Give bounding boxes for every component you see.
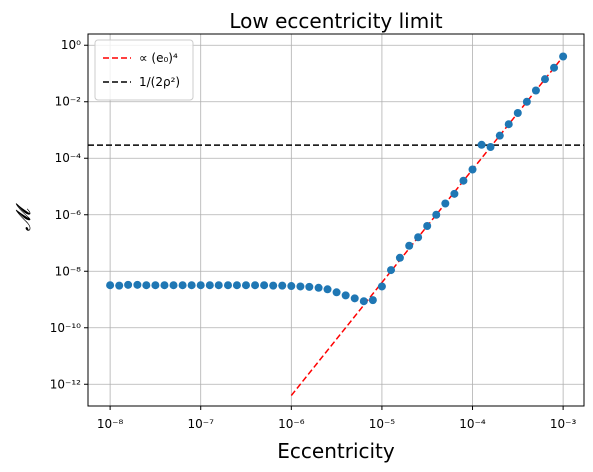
data-point: [187, 281, 196, 290]
legend-label: 1/(2ρ²): [139, 75, 180, 89]
data-point: [305, 282, 314, 291]
plot-frame: [87, 33, 585, 407]
data-point: [459, 176, 468, 185]
data-point: [278, 281, 287, 290]
data-point: [115, 281, 124, 290]
x-tick-label: 10⁻⁸: [97, 417, 124, 431]
data-point: [106, 281, 115, 290]
data-point: [214, 281, 223, 290]
x-tick-label: 10⁻⁶: [278, 417, 305, 431]
data-point: [387, 266, 396, 275]
data-point: [341, 291, 350, 300]
data-point: [405, 241, 414, 250]
data-point: [504, 120, 513, 129]
data-point: [450, 189, 459, 198]
data-point: [142, 281, 151, 290]
data-point: [332, 288, 341, 297]
data-point: [178, 281, 187, 290]
data-point: [423, 221, 432, 230]
data-point: [559, 52, 568, 61]
data-point: [522, 97, 531, 106]
data-point: [241, 281, 250, 290]
data-point: [477, 140, 486, 149]
data-point: [441, 199, 450, 208]
x-axis-label: Eccentricity: [277, 439, 395, 463]
data-point: [323, 285, 332, 294]
y-tick-label: 10⁻¹²: [50, 377, 81, 391]
data-point: [296, 282, 305, 291]
data-point: [432, 210, 441, 219]
data-point: [414, 233, 423, 242]
y-axis-label: 𝓜: [11, 202, 35, 231]
data-point: [395, 253, 404, 262]
data-point: [377, 282, 386, 291]
data-point: [151, 281, 160, 290]
data-point: [350, 294, 359, 303]
y-tick-label: 10⁻²: [55, 95, 82, 109]
data-point: [359, 297, 368, 306]
chart-title: Low eccentricity limit: [229, 9, 442, 33]
data-point: [269, 281, 278, 290]
data-point: [133, 280, 142, 289]
legend-box: [94, 39, 194, 101]
data-point: [368, 296, 377, 305]
data-point: [468, 165, 477, 174]
data-point: [196, 281, 205, 290]
data-point: [314, 283, 323, 292]
data-point: [205, 281, 214, 290]
x-tick-label: 10⁻⁷: [188, 417, 215, 431]
x-tick-label: 10⁻³: [550, 417, 577, 431]
y-tick-label: 10⁰: [61, 38, 81, 52]
data-point: [251, 281, 260, 290]
x-tick-label: 10⁻⁵: [369, 417, 396, 431]
data-point: [260, 281, 269, 290]
data-point: [124, 280, 133, 289]
data-point: [550, 63, 559, 72]
y-tick-label: 10⁻¹⁰: [50, 321, 81, 335]
data-point: [541, 75, 550, 84]
y-tick-label: 10⁻⁸: [55, 264, 82, 278]
y-tick-label: 10⁻⁴: [55, 151, 82, 165]
data-point: [160, 281, 169, 290]
x-tick-label: 10⁻⁴: [459, 417, 486, 431]
data-point: [287, 282, 296, 291]
data-point: [513, 108, 522, 117]
data-point: [169, 281, 178, 290]
data-point: [531, 86, 540, 95]
data-point: [495, 131, 504, 140]
y-tick-label: 10⁻⁶: [55, 208, 82, 222]
legend-label: ∝ (e₀)⁴: [139, 51, 178, 65]
data-point: [223, 281, 232, 290]
data-point: [486, 143, 495, 152]
data-point: [232, 281, 241, 290]
